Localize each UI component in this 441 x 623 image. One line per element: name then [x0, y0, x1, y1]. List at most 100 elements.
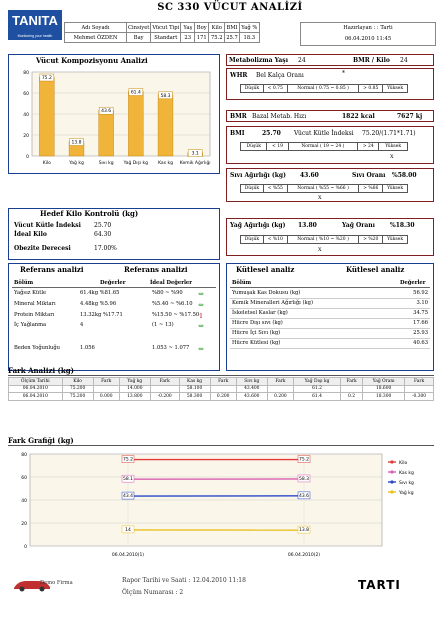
diff-cell: 0.200	[209, 392, 237, 401]
diff-col: Yağ Dışı kg	[293, 377, 341, 386]
car-icon	[14, 581, 50, 592]
header-col: Yaş	[180, 22, 196, 33]
fat-label: Yağ Ağırlığı (kg)	[230, 222, 286, 229]
x-tick-label: Yağ Dışı kg	[123, 159, 149, 166]
diff-cell: 43.400	[235, 384, 268, 393]
data-label-box	[187, 149, 203, 157]
diff-col: Sıvı kg	[235, 377, 268, 386]
diff-cell: 75.200	[61, 384, 94, 393]
x-tick-label: Sıvı kg	[99, 160, 114, 166]
target-panel	[8, 208, 220, 260]
diff-cell: 06.04.2010	[8, 384, 63, 393]
header-col: Vücut Tipi	[150, 22, 182, 33]
mass-row-value: 25.93	[413, 330, 428, 336]
meta-age-value: 24	[298, 57, 306, 64]
data-label-box	[121, 491, 135, 500]
mass-row-line	[230, 328, 430, 329]
mass-row-name: Kemik Mineralleri Ağırlığı (kg)	[232, 300, 313, 306]
y-tick-label: 80	[21, 452, 27, 458]
diff-cell: 0.200	[266, 392, 295, 401]
mass-panel	[226, 263, 434, 371]
water-ratio-value: %58.00	[392, 172, 417, 179]
bmi-sub: Vücut Kütle İndeksi	[294, 130, 354, 137]
diff-cell: 75.200	[61, 392, 94, 401]
bmr-kilo-value: 24	[400, 57, 408, 64]
diff-col: Fark	[209, 377, 237, 386]
fat-range-table: Düşük < %10 Normal ( %10 ~ %20 ) > %20 Yükse…	[240, 235, 408, 244]
legend-label: Sıvı kg	[399, 480, 414, 486]
diff-cell: -0.300	[404, 392, 434, 401]
header-col: Boy	[194, 22, 210, 33]
diff-cell: 61.4	[293, 392, 341, 401]
mass-row-line	[230, 348, 430, 349]
legend-label: Yağ kg	[398, 489, 414, 496]
ref-row-arrow: ⇔	[198, 322, 204, 330]
ref-row-name: Protein Miktarı	[14, 312, 55, 318]
ref-row-value: 13.32kg %17.71	[80, 312, 123, 318]
range-cell: > 0.85	[358, 84, 384, 93]
x-tick-label: Kas kg	[158, 160, 173, 166]
diff-cell	[149, 384, 180, 393]
ref-row-name: Mineral Miktarı	[14, 301, 56, 307]
diff-cell	[92, 384, 120, 393]
diff-col: Fark	[339, 377, 364, 386]
data-label-box	[39, 73, 55, 82]
data-label-box	[297, 491, 311, 500]
diff-chart-title: Fark Grafiği (kg)	[8, 436, 74, 445]
legend-label: Kas kg	[399, 470, 414, 476]
body-comp-chart: 0 20 40 60 80 75.2 Kilo 13.8 Yağ kg 43.6 Sıvı kg 61…	[23, 70, 210, 166]
ref-row-name: Yağsız Kütle	[14, 290, 47, 296]
range-cell: > %20	[358, 235, 384, 244]
document-title: SC 330 VÜCUT ANALİZİ	[157, 2, 303, 13]
mass-row-name: Hücre Kütlesi (kg)	[232, 340, 281, 346]
target-bmi-value: 25.70	[94, 222, 112, 229]
whr-label: WHR	[230, 72, 248, 79]
range-cell: Normal ( %55 ~ %66 )	[286, 184, 360, 193]
y-tick-label: 60	[23, 91, 29, 97]
body-comp-title: Vücut Kompozisyonu Analizi	[36, 56, 148, 65]
ref-row-arrow: ⇧	[198, 312, 204, 320]
mass-row-name: Hücre Dışı sıvı (kg)	[232, 320, 283, 326]
whr-sub: Bel Kalça Oranı	[256, 72, 304, 79]
bmr-box	[226, 110, 434, 122]
water-mark: X	[318, 195, 322, 201]
mass-row-line	[230, 318, 430, 319]
data-label: 75.2	[123, 457, 133, 463]
ref-row-value: 4	[80, 322, 84, 328]
data-label: 61.4	[131, 90, 141, 96]
diff-cell	[209, 384, 237, 393]
y-tick-label: 40	[23, 112, 29, 118]
table-row: 06.04.2010 75.200 14.000 58.100 43.400 61.2 18…	[8, 384, 434, 393]
x-tick-label: Yağ kg	[68, 159, 84, 166]
patient-info-table: Adı Soyadı Cinsiyet Vücut Tipi Yaş Boy Kilo BM…	[64, 22, 260, 43]
diff-col: Yağ Oranı	[362, 377, 406, 386]
whr-box	[226, 68, 434, 100]
header-val: Standart	[150, 32, 182, 43]
diff-col: Kilo	[61, 377, 94, 386]
data-label-box	[297, 525, 311, 534]
ref-row-name: İç Yağlanma	[14, 322, 47, 328]
bmr-kilo-label: BMR / Kilo	[353, 57, 390, 64]
mass-row-name: Hücre İçi Sıvı (kg)	[232, 330, 281, 336]
ref-panel	[8, 263, 220, 371]
ref-row-ideal: 1.053 ~ 1.077	[152, 345, 190, 351]
bmi-value: 25.70	[262, 130, 281, 137]
legend-dot	[390, 490, 394, 494]
range-cell: Düşük	[240, 235, 264, 244]
ref-divider	[12, 287, 216, 288]
diff-cell: 58.100	[178, 384, 211, 393]
range-cell: Düşük	[240, 84, 264, 93]
range-cell: Normal ( %10 ~ %20 )	[286, 235, 360, 244]
bmi-range-table: Düşük < 19 Normal ( 19 ~ 24 ) > 24 Yüksek	[239, 142, 408, 151]
data-label: 43.6	[101, 108, 111, 114]
diff-col: Fark	[149, 377, 180, 386]
diff-cell: 43.600	[235, 392, 268, 401]
y-tick-label: 0	[24, 544, 27, 550]
range-cell: < %55	[262, 184, 288, 193]
diff-cell: -0.200	[149, 392, 180, 401]
diff-cell	[404, 384, 434, 393]
bmi-label: BMI	[230, 130, 245, 137]
water-label: Sıvı Ağırlığı (kg)	[230, 172, 286, 179]
y-tick-label: 40	[21, 498, 27, 504]
fat-box	[226, 218, 434, 256]
